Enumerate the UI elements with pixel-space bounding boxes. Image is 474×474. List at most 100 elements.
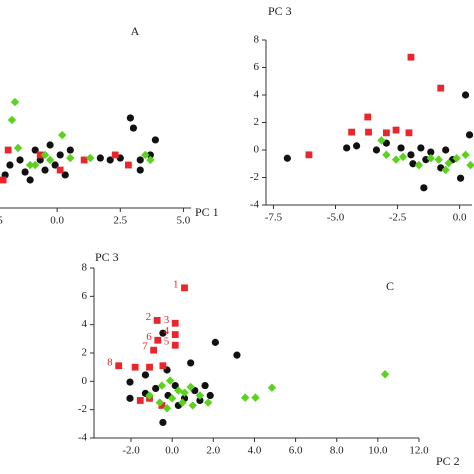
point	[155, 398, 165, 407]
x-tick-label: 4.0	[248, 445, 262, 457]
point-label: 1	[173, 278, 179, 290]
x-tick-label: 12.0	[409, 445, 429, 457]
x-tick-label: 8.0	[330, 445, 344, 457]
point	[377, 136, 386, 145]
point	[365, 128, 372, 136]
point	[352, 142, 361, 150]
point	[26, 176, 34, 184]
point	[348, 128, 356, 136]
y-axis-label: PC 3	[268, 4, 292, 18]
point	[45, 155, 55, 165]
point	[40, 150, 50, 160]
point-label: 6	[146, 331, 152, 343]
point	[441, 165, 450, 175]
point	[0, 176, 7, 184]
x-tick-label: 2.0	[206, 445, 220, 457]
point	[56, 166, 64, 174]
point	[201, 381, 209, 390]
point	[158, 402, 166, 409]
point	[397, 144, 405, 152]
point	[115, 362, 123, 370]
point	[66, 146, 74, 154]
point	[171, 381, 179, 390]
point	[46, 141, 54, 149]
point	[154, 336, 162, 344]
point	[382, 150, 391, 160]
point	[141, 371, 150, 379]
y-tick-label: 6	[82, 290, 88, 302]
point	[343, 144, 351, 152]
point	[36, 151, 44, 159]
point	[206, 391, 214, 400]
y-tick-label: 2	[82, 347, 88, 359]
point	[153, 317, 161, 324]
x-tick-label: -2.0	[122, 445, 140, 457]
point	[391, 155, 401, 164]
point	[146, 151, 154, 159]
point	[426, 154, 435, 163]
point	[136, 166, 144, 174]
point	[461, 150, 470, 160]
point	[56, 151, 64, 159]
point	[171, 331, 179, 338]
point	[417, 144, 425, 152]
x-tick-label: 6.0	[289, 445, 303, 457]
point	[157, 381, 167, 390]
panel-letter: A	[131, 24, 140, 38]
point	[414, 160, 424, 170]
point	[196, 396, 204, 405]
x-tick-label: 5.0	[177, 215, 191, 227]
point	[181, 284, 188, 292]
point	[141, 150, 150, 160]
point	[171, 319, 179, 327]
y-tick-label: 8	[82, 262, 88, 274]
x-tick-label: -7.5	[265, 212, 283, 224]
point-label: 8	[107, 356, 113, 368]
point	[283, 154, 291, 162]
point-label: 3	[164, 314, 170, 326]
point	[434, 155, 443, 164]
x-tick-label: -2.5	[0, 215, 3, 227]
x-tick-label: -2.5	[389, 212, 407, 224]
point	[41, 166, 49, 174]
point	[126, 394, 134, 402]
point	[187, 359, 195, 367]
point	[188, 401, 197, 410]
point	[305, 151, 313, 159]
point	[240, 393, 250, 402]
point	[456, 174, 465, 182]
y-tick-label: 6	[254, 61, 260, 73]
point	[186, 382, 195, 392]
point	[165, 376, 175, 385]
x-tick-label: 2.5	[113, 215, 127, 227]
point	[466, 160, 474, 170]
point	[405, 129, 413, 137]
point	[146, 363, 153, 371]
point	[7, 115, 17, 125]
point	[461, 91, 470, 99]
point	[126, 378, 134, 386]
point	[251, 393, 260, 402]
point	[233, 351, 241, 359]
point	[96, 154, 104, 162]
y-tick-label: -4	[78, 432, 88, 444]
point	[407, 151, 415, 159]
point	[6, 161, 14, 169]
point	[167, 394, 177, 403]
y-tick-label: 0	[82, 375, 88, 387]
point	[372, 146, 381, 154]
point	[129, 124, 138, 132]
y-axis-label: PC 3	[95, 250, 119, 264]
point	[4, 146, 12, 154]
point	[407, 53, 415, 61]
point-label: 7	[142, 341, 148, 353]
x-tick-label: 0.0	[453, 212, 467, 224]
point	[111, 151, 119, 159]
x-axis-label: PC 2	[436, 454, 460, 468]
point	[152, 384, 160, 393]
point	[58, 130, 67, 140]
point	[465, 131, 474, 139]
x-axis-label: PC 1	[195, 205, 219, 219]
point	[159, 362, 167, 370]
point	[444, 158, 453, 168]
